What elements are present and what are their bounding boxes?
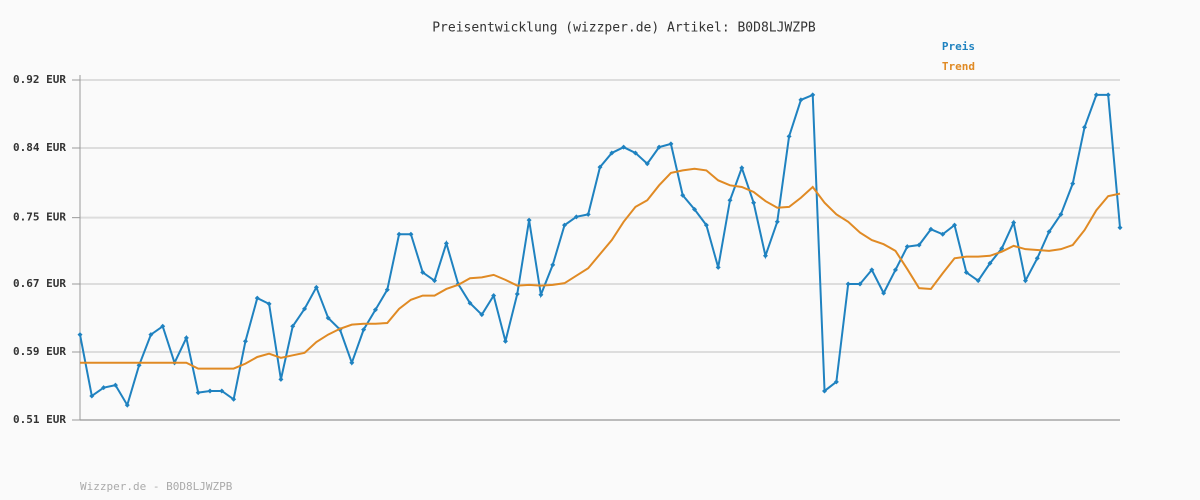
point-marker xyxy=(432,278,438,284)
point-marker xyxy=(833,379,839,385)
point-marker xyxy=(786,133,792,139)
point-marker xyxy=(502,338,508,344)
point-marker xyxy=(609,150,615,156)
point-marker xyxy=(479,312,485,318)
point-marker xyxy=(101,385,107,391)
point-marker xyxy=(1117,225,1123,231)
point-marker xyxy=(668,141,674,147)
point-marker xyxy=(372,307,378,313)
point-marker xyxy=(928,226,934,232)
point-marker xyxy=(1082,124,1088,130)
point-marker xyxy=(112,382,118,388)
point-marker xyxy=(77,332,83,338)
point-marker xyxy=(302,306,308,312)
point-marker xyxy=(313,284,319,290)
series-line xyxy=(80,167,1121,370)
point-marker xyxy=(798,97,804,103)
point-marker xyxy=(597,164,603,170)
point-marker xyxy=(940,231,946,237)
point-marker xyxy=(242,338,248,344)
point-marker xyxy=(703,222,709,228)
point-marker xyxy=(195,390,201,396)
point-marker xyxy=(467,300,473,306)
point-marker xyxy=(632,150,638,156)
point-marker xyxy=(124,402,130,408)
point-marker xyxy=(751,200,757,206)
point-marker xyxy=(774,219,780,225)
point-marker xyxy=(904,244,910,250)
point-marker xyxy=(1034,255,1040,261)
point-marker xyxy=(526,217,532,223)
footer: Wizzper.de - B0D8LJWZPB xyxy=(80,480,233,493)
point-marker xyxy=(290,323,296,329)
point-marker xyxy=(656,144,662,150)
point-marker xyxy=(1046,229,1052,235)
point-marker xyxy=(1093,92,1099,98)
point-marker xyxy=(621,144,627,150)
point-marker xyxy=(538,292,544,298)
point-marker xyxy=(1011,220,1017,226)
point-marker xyxy=(1070,181,1076,187)
point-marker xyxy=(644,161,650,167)
point-marker xyxy=(278,376,284,382)
point-marker xyxy=(845,281,851,287)
point-marker xyxy=(881,290,887,296)
point-marker xyxy=(1105,92,1111,98)
y-tick-label: 0.75 EUR xyxy=(13,211,66,224)
point-marker xyxy=(266,301,272,307)
point-marker xyxy=(219,388,225,394)
point-marker xyxy=(585,211,591,217)
point-marker xyxy=(999,245,1005,251)
point-marker xyxy=(727,197,733,203)
point-marker xyxy=(1058,211,1064,217)
y-tick-label: 0.92 EUR xyxy=(13,73,66,86)
point-marker xyxy=(963,269,969,275)
point-marker xyxy=(231,396,237,402)
point-marker xyxy=(822,388,828,394)
point-marker xyxy=(384,287,390,293)
point-marker xyxy=(207,388,213,394)
point-marker xyxy=(573,214,579,220)
point-marker xyxy=(349,360,355,366)
legend-label: Trend xyxy=(942,60,975,73)
point-marker xyxy=(857,281,863,287)
point-marker xyxy=(443,240,449,246)
point-marker xyxy=(975,278,981,284)
point-marker xyxy=(869,267,875,273)
point-marker xyxy=(952,222,958,228)
point-marker xyxy=(692,206,698,212)
point-marker xyxy=(89,393,95,399)
point-marker xyxy=(987,260,993,266)
point-marker xyxy=(148,332,154,338)
chart-title: Preisentwicklung (wizzper.de) Artikel: B… xyxy=(432,21,816,36)
y-tick-label: 0.67 EUR xyxy=(13,277,66,290)
point-marker xyxy=(361,327,367,333)
point-marker xyxy=(396,231,402,237)
point-marker xyxy=(136,362,142,368)
y-tick-label: 0.59 EUR xyxy=(13,345,66,358)
point-marker xyxy=(562,222,568,228)
y-tick-label: 0.84 EUR xyxy=(13,141,66,154)
point-marker xyxy=(1022,278,1028,284)
legend-label: Preis xyxy=(942,40,975,53)
point-marker xyxy=(715,264,721,270)
y-tick-label: 0.51 EUR xyxy=(13,413,66,426)
point-marker xyxy=(254,295,260,301)
point-marker xyxy=(892,267,898,273)
point-marker xyxy=(916,242,922,248)
point-marker xyxy=(183,335,189,341)
point-marker xyxy=(762,253,768,259)
point-marker xyxy=(680,192,686,198)
point-marker xyxy=(514,291,520,297)
point-marker xyxy=(810,92,816,98)
point-marker xyxy=(550,262,556,268)
point-marker xyxy=(491,293,497,299)
point-marker xyxy=(325,315,331,321)
point-marker xyxy=(739,165,745,171)
point-marker xyxy=(420,269,426,275)
point-marker xyxy=(408,231,414,237)
point-marker xyxy=(160,323,166,329)
